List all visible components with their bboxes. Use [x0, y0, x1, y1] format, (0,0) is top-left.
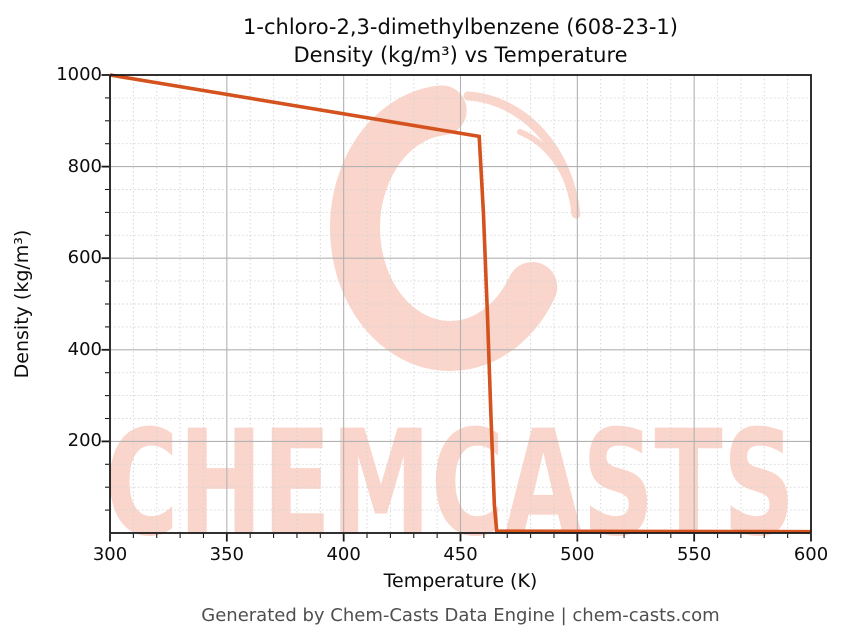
y-tick-label: 600 — [67, 247, 102, 269]
x-tick-label: 450 — [443, 544, 478, 565]
x-tick-label: 550 — [676, 544, 712, 565]
chart-title-line1: 1-chloro-2,3-dimethylbenzene (608-23-1) — [243, 15, 678, 39]
x-axis-label: Temperature (K) — [383, 570, 538, 592]
density-curve — [109, 73, 812, 534]
x-tick-label: 500 — [560, 544, 595, 565]
y-tick-label: 1000 — [56, 64, 102, 85]
x-tick-label: 600 — [793, 544, 829, 565]
y-tick-label: 800 — [67, 155, 102, 177]
x-tick-label: 300 — [92, 544, 128, 565]
y-tick-label: 200 — [67, 430, 102, 452]
y-tick-label: 400 — [67, 338, 102, 360]
watermark-swirl-inner2-icon — [517, 129, 575, 201]
watermark-text: CHEMCASTS — [105, 399, 795, 569]
chart-title: 1-chloro-2,3-dimethylbenzene (608-23-1) … — [110, 13, 811, 69]
x-tick-label: 350 — [209, 544, 244, 565]
footer-attribution: Generated by Chem-Casts Data Engine | ch… — [201, 605, 720, 626]
chart-title-line2: Density (kg/m³) vs Temperature — [293, 43, 628, 67]
y-axis-label: Density (kg/m³) — [11, 229, 33, 379]
x-tick-label: 400 — [326, 544, 361, 565]
